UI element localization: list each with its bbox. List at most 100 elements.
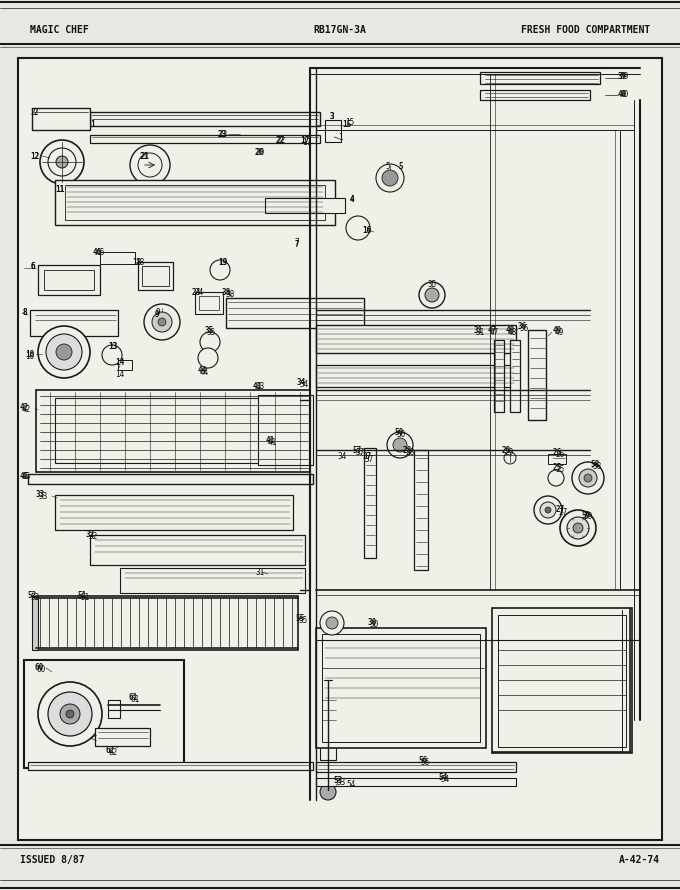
Text: 6: 6 — [30, 262, 35, 271]
Bar — [55, 398, 275, 463]
Text: 45: 45 — [22, 472, 31, 481]
Text: 26: 26 — [553, 448, 562, 457]
Text: 56: 56 — [418, 756, 427, 765]
Bar — [44, 270, 94, 290]
Bar — [414, 450, 428, 570]
Circle shape — [572, 462, 604, 494]
Text: 52: 52 — [27, 591, 36, 600]
Text: 33: 33 — [38, 492, 47, 501]
Bar — [320, 695, 336, 760]
Circle shape — [346, 216, 370, 240]
Text: 48: 48 — [508, 328, 517, 337]
Text: 50: 50 — [394, 428, 403, 437]
Circle shape — [387, 432, 413, 458]
Bar — [32, 596, 38, 650]
Text: 47: 47 — [490, 328, 499, 337]
Text: 11: 11 — [55, 185, 64, 194]
Circle shape — [320, 611, 344, 635]
Bar — [265, 198, 345, 213]
Text: 42: 42 — [20, 403, 29, 412]
Text: 57: 57 — [355, 448, 364, 457]
Bar — [480, 90, 590, 100]
Circle shape — [102, 345, 122, 365]
Text: 25: 25 — [553, 463, 562, 472]
Circle shape — [573, 523, 583, 533]
Bar — [226, 298, 364, 328]
Text: 44: 44 — [200, 368, 209, 377]
Text: 34: 34 — [300, 380, 309, 389]
Text: 50: 50 — [396, 430, 405, 439]
Bar — [30, 310, 118, 336]
Bar — [55, 495, 293, 530]
Bar — [195, 292, 223, 314]
Text: 6: 6 — [30, 262, 35, 271]
Text: 18: 18 — [135, 258, 144, 267]
Text: 38: 38 — [222, 288, 231, 297]
Text: 8: 8 — [22, 308, 27, 317]
Bar — [325, 120, 341, 142]
Text: 58: 58 — [590, 460, 599, 469]
Text: RB17GN-3A: RB17GN-3A — [313, 25, 367, 35]
Bar — [548, 454, 566, 464]
Bar — [28, 762, 313, 770]
Text: 8: 8 — [22, 308, 27, 317]
Text: 15: 15 — [342, 120, 352, 129]
Text: 23: 23 — [218, 130, 227, 139]
Text: 14: 14 — [115, 358, 124, 367]
Text: 29: 29 — [504, 448, 513, 457]
Text: 30: 30 — [370, 620, 379, 629]
Bar — [32, 108, 90, 130]
Circle shape — [200, 332, 220, 352]
Circle shape — [540, 502, 556, 518]
Text: 19: 19 — [218, 258, 227, 267]
Text: 54: 54 — [440, 775, 449, 784]
Text: 35: 35 — [206, 328, 216, 337]
Text: 1: 1 — [338, 133, 343, 142]
Text: 28: 28 — [405, 448, 414, 457]
Circle shape — [393, 438, 407, 452]
Bar — [364, 448, 376, 558]
Bar — [316, 628, 486, 748]
Text: 45: 45 — [20, 472, 29, 481]
Text: 35: 35 — [428, 280, 437, 289]
Text: 16: 16 — [362, 226, 371, 235]
Text: 38: 38 — [225, 290, 234, 299]
Text: 47: 47 — [488, 326, 497, 335]
Text: 41: 41 — [268, 438, 277, 447]
Bar — [108, 700, 120, 718]
Circle shape — [382, 170, 398, 186]
Bar — [100, 252, 135, 264]
Text: 56: 56 — [420, 758, 429, 767]
Bar — [316, 778, 516, 786]
Text: 22: 22 — [276, 136, 285, 145]
Bar — [142, 266, 169, 286]
Text: 48: 48 — [506, 326, 515, 335]
Circle shape — [48, 692, 92, 736]
Text: 40: 40 — [620, 90, 629, 99]
Text: 18: 18 — [132, 258, 141, 267]
Text: ISSUED 8/87: ISSUED 8/87 — [20, 855, 84, 865]
Bar — [38, 265, 100, 295]
Text: 15: 15 — [345, 118, 354, 127]
Bar — [28, 474, 313, 484]
Text: 59: 59 — [581, 511, 590, 520]
Text: 60: 60 — [34, 663, 44, 672]
Text: 51: 51 — [77, 591, 86, 600]
Text: 40: 40 — [618, 90, 627, 99]
Bar — [118, 360, 132, 370]
Text: 13: 13 — [108, 342, 117, 351]
Text: 4: 4 — [350, 195, 355, 204]
Text: 46: 46 — [96, 248, 105, 257]
Bar — [18, 58, 662, 840]
Text: 24: 24 — [192, 288, 201, 297]
Circle shape — [560, 510, 596, 546]
Text: 31: 31 — [474, 326, 483, 335]
Text: 4: 4 — [350, 195, 355, 204]
Text: 49: 49 — [555, 328, 564, 337]
Text: 2: 2 — [30, 108, 35, 117]
Circle shape — [40, 140, 84, 184]
Text: 31: 31 — [476, 328, 486, 337]
Text: 24: 24 — [194, 288, 203, 297]
Text: 51: 51 — [80, 593, 89, 602]
Text: 35: 35 — [205, 326, 214, 335]
